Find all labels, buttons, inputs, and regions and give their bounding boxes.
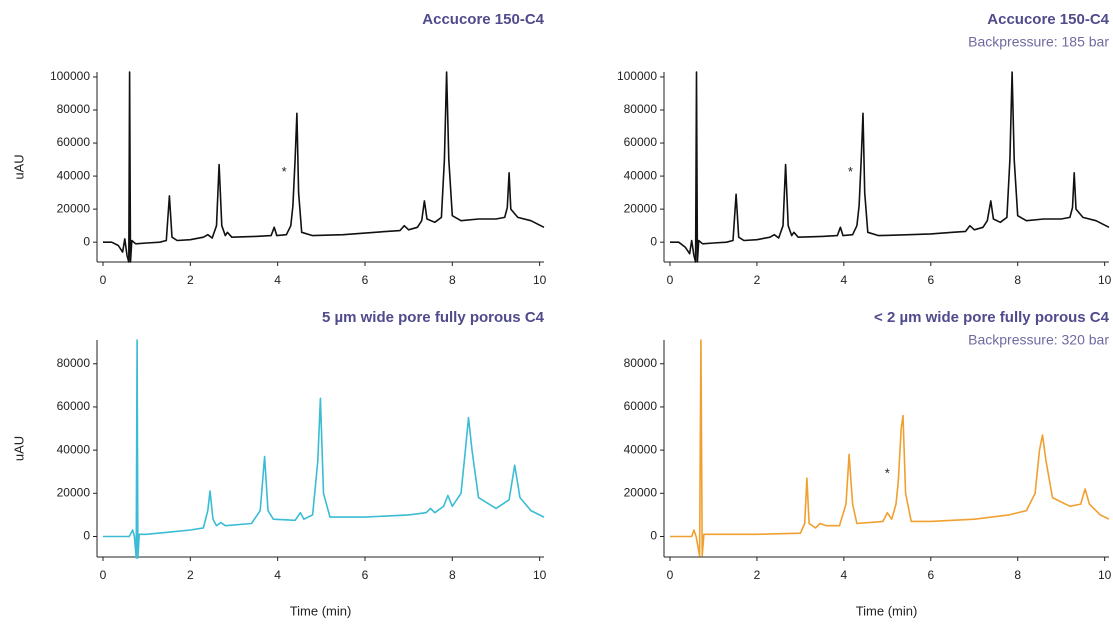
- trace: [670, 71, 1110, 263]
- y-tick-label: 0: [83, 529, 90, 543]
- x-tick-label: 10: [1098, 273, 1112, 287]
- x-tick-label: 4: [274, 568, 281, 582]
- y-tick-label: 60000: [624, 135, 658, 149]
- chart-title: Accucore 150-C4: [987, 11, 1109, 28]
- x-tick-label: 6: [362, 568, 369, 582]
- y-tick-label: 80000: [57, 356, 91, 370]
- x-tick-label: 8: [1014, 273, 1021, 287]
- x-tick-label: 2: [187, 273, 194, 287]
- y-tick-label: 40000: [624, 442, 658, 456]
- chart-title: 5 µm wide pore fully porous C4: [322, 309, 545, 326]
- annotation: *: [282, 164, 287, 179]
- x-tick-label: 8: [449, 273, 456, 287]
- trace: [103, 71, 545, 263]
- y-tick-label: 60000: [57, 399, 91, 413]
- x-tick-label: 0: [667, 568, 674, 582]
- chart-subtitle: Backpressure: 320 bar: [968, 332, 1109, 348]
- x-axis-label: Time (min): [856, 603, 918, 618]
- x-tick-label: 4: [274, 273, 281, 287]
- y-tick-label: 80000: [624, 356, 658, 370]
- y-tick-label: 60000: [57, 135, 91, 149]
- y-tick-label: 100000: [617, 69, 657, 83]
- x-tick-label: 4: [841, 568, 848, 582]
- y-tick-label: 80000: [57, 102, 91, 116]
- y-axis-label: uAU: [11, 154, 26, 179]
- x-tick-label: 6: [927, 568, 934, 582]
- x-tick-label: 4: [841, 273, 848, 287]
- y-tick-label: 0: [650, 529, 657, 543]
- x-axis-label: Time (min): [290, 603, 352, 618]
- chart-title: Accucore 150-C4: [422, 11, 544, 28]
- x-tick-label: 6: [362, 273, 369, 287]
- x-tick-label: 0: [100, 568, 107, 582]
- y-tick-label: 0: [83, 234, 90, 248]
- y-axis-label: uAU: [11, 436, 26, 461]
- y-tick-label: 20000: [57, 201, 91, 215]
- x-tick-label: 2: [754, 273, 761, 287]
- x-tick-label: 2: [754, 568, 761, 582]
- x-tick-label: 8: [449, 568, 456, 582]
- x-tick-label: 0: [100, 273, 107, 287]
- x-tick-label: 10: [533, 273, 547, 287]
- y-tick-label: 20000: [57, 485, 91, 499]
- y-tick-label: 100000: [50, 69, 90, 83]
- annotation: *: [848, 164, 853, 179]
- x-tick-label: 8: [1014, 568, 1021, 582]
- y-tick-label: 40000: [624, 168, 658, 182]
- chart-title: < 2 µm wide pore fully porous C4: [874, 309, 1110, 326]
- y-tick-label: 40000: [57, 442, 91, 456]
- y-tick-label: 20000: [624, 201, 658, 215]
- trace: [670, 339, 1110, 557]
- y-tick-label: 80000: [624, 102, 658, 116]
- x-tick-label: 2: [187, 568, 194, 582]
- x-tick-label: 6: [927, 273, 934, 287]
- x-tick-label: 0: [667, 273, 674, 287]
- trace: [103, 339, 545, 559]
- annotation: *: [885, 465, 890, 480]
- x-tick-label: 10: [1098, 568, 1112, 582]
- y-tick-label: 60000: [624, 399, 658, 413]
- x-tick-label: 10: [533, 568, 547, 582]
- y-tick-label: 20000: [624, 485, 658, 499]
- y-tick-label: 40000: [57, 168, 91, 182]
- chart-subtitle: Backpressure: 185 bar: [968, 34, 1109, 50]
- y-tick-label: 0: [650, 234, 657, 248]
